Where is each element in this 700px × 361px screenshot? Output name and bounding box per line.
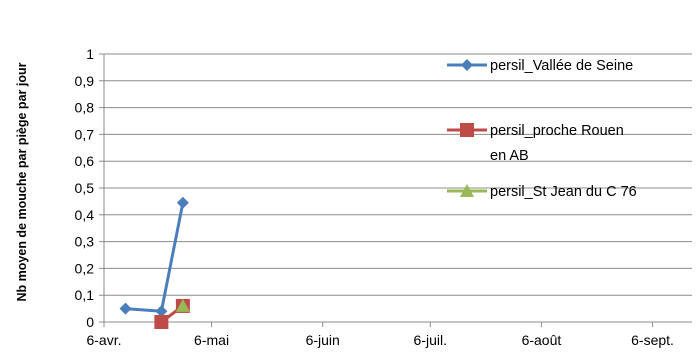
data-point	[154, 315, 169, 329]
series-group	[119, 196, 190, 329]
y-tick-label: 0,1	[75, 287, 95, 303]
legend-marker	[460, 184, 474, 197]
data-point	[119, 302, 132, 315]
y-axis-label-group: Nb moyen de mouche par piège par jour	[15, 62, 29, 301]
y-tick-label: 0,6	[75, 153, 95, 169]
legend-item: persil_proche Rouen en AB	[447, 123, 624, 164]
x-tick-label: 6-sept.	[631, 332, 674, 348]
axes	[99, 53, 692, 327]
y-tick-label: 1	[86, 46, 94, 62]
legend-label: persil_proche Rouen	[490, 123, 624, 139]
y-tick-label: 0	[86, 314, 94, 330]
legend-item: persil_St Jean du C 76	[447, 184, 637, 200]
legend-label: persil_Vallée de Seine	[490, 58, 633, 74]
data-point	[175, 298, 190, 312]
x-tick-label: 6-avr.	[86, 332, 121, 348]
y-tick-label: 0,2	[75, 260, 95, 276]
y-tick-label: 0,8	[75, 100, 95, 116]
y-tick-label: 0,4	[75, 207, 95, 223]
x-tick-label: 6-août	[522, 332, 562, 348]
gridlines	[104, 53, 692, 296]
y-tick-labels: 0 0,1 0,2 0,3 0,4 0,5 0,6 0,7 0,8 0,9 1	[75, 46, 95, 330]
y-tick-label: 0,7	[75, 126, 95, 142]
x-tick-label: 6-juil.	[414, 332, 447, 348]
y-axis-label: Nb moyen de mouche par piège par jour	[15, 62, 29, 301]
legend-marker	[460, 123, 474, 137]
legend-item: persil_Vallée de Seine	[447, 58, 633, 74]
series-3	[175, 298, 190, 312]
data-point	[176, 196, 189, 209]
y-tick-label: 0,9	[75, 73, 95, 89]
legend-marker	[461, 59, 473, 71]
x-tick-label: 6-juin	[306, 332, 340, 348]
x-tick-labels: 6-avr. 6-mai 6-juin 6-juil. 6-août 6-sept.	[86, 332, 673, 348]
data-point	[155, 305, 168, 318]
legend: persil_Vallée de Seine persil_proche Roue…	[447, 58, 637, 200]
y-tick-label: 0,5	[75, 180, 95, 196]
legend-label: en AB	[490, 148, 529, 164]
y-tick-label: 0,3	[75, 234, 95, 250]
series-1	[119, 196, 189, 318]
legend-label: persil_St Jean du C 76	[490, 184, 637, 200]
x-tick-label: 6-mai	[194, 332, 229, 348]
